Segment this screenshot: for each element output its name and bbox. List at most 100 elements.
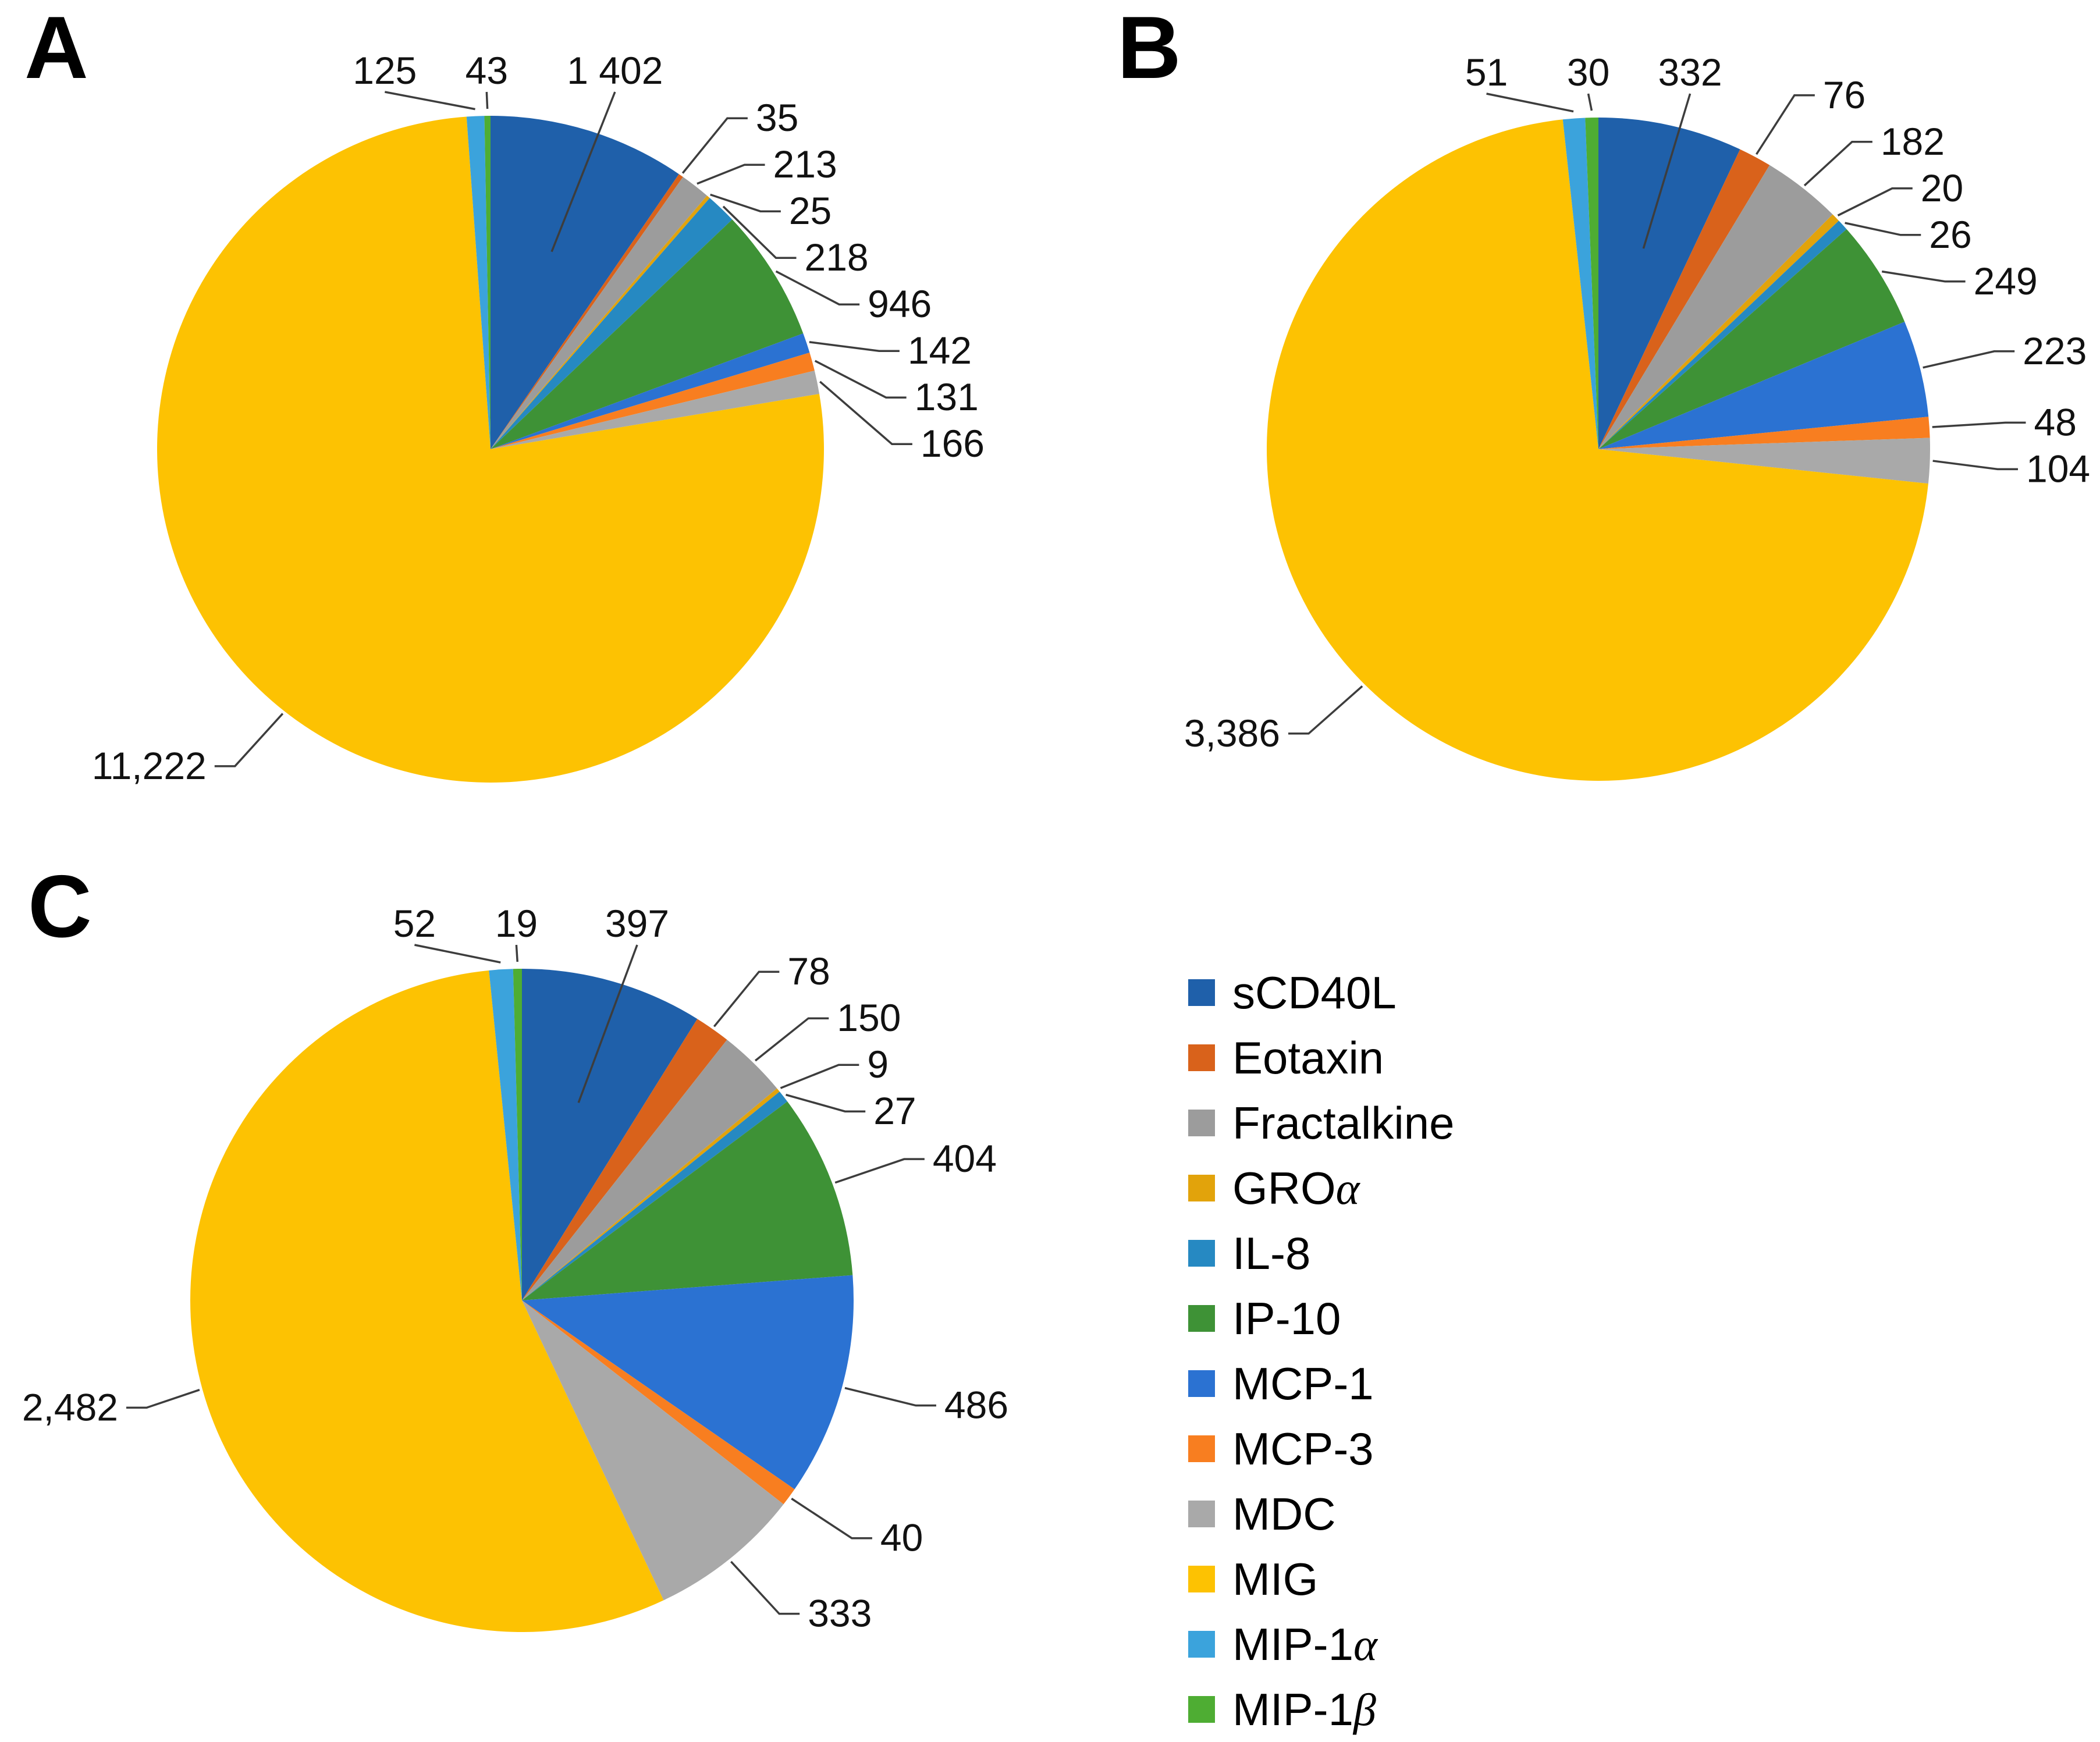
leader-line	[1756, 94, 1815, 155]
pie-c-slice-MIP-1β	[513, 969, 522, 1300]
pie-a-label-Fractalkine: 213	[773, 143, 837, 186]
pie-b-label-IP-10: 249	[1974, 259, 2038, 303]
pie-a-slice-MIG	[157, 116, 825, 783]
panel-label-b: B	[1117, 0, 1181, 97]
legend-swatch-icon	[1188, 1240, 1215, 1267]
legend-item-mcp-3: MCP-3	[1188, 1416, 1454, 1481]
legend-label: MCP-1	[1232, 1358, 1374, 1409]
legend-label: MDC	[1232, 1488, 1336, 1540]
pie-c-slice-sCD40L	[522, 969, 698, 1300]
legend-label: MCP-3	[1232, 1423, 1374, 1474]
leader-line	[697, 163, 765, 185]
panel-label-a: A	[24, 0, 88, 97]
pie-a-slice-Fractalkine	[491, 177, 708, 449]
legend: sCD40L Eotaxin Fractalkine GROα IL-8 IP-10 MCP…	[1188, 960, 1454, 1742]
pie-c-label-MCP-1: 486	[944, 1384, 1008, 1427]
pie-c-label-Eotaxin: 78	[787, 950, 830, 993]
legend-swatch-icon	[1188, 1435, 1215, 1462]
legend-swatch-icon	[1188, 1175, 1215, 1201]
pie-c-slice-MCP-3	[522, 1300, 795, 1505]
pie-b-label-MIG: 3,386	[1184, 712, 1280, 755]
pie-c-label-sCD40L: 397	[605, 902, 669, 945]
pie-c-label-Fractalkine: 150	[837, 996, 901, 1039]
pie-a-slice-IL-8	[491, 198, 733, 449]
legend-item-eotaxin: Eotaxin	[1188, 1025, 1454, 1090]
leader-line	[1845, 222, 1921, 236]
leader-line	[791, 1498, 872, 1540]
pie-b-slice-Eotaxin	[1598, 149, 1770, 450]
pie-a-label-MDC: 166	[921, 422, 985, 465]
pie-b-label-Eotaxin: 76	[1823, 73, 1866, 116]
pie-c-label-IP-10: 404	[933, 1137, 997, 1180]
legend-item-il-8: IL-8	[1188, 1221, 1454, 1286]
pie-a-slice-MIP-1β	[484, 116, 491, 449]
pie-c-slice-MIG	[190, 970, 664, 1632]
pie-c-label-MIP-1α: 52	[393, 902, 436, 945]
pie-c-slice-IL-8	[522, 1092, 788, 1300]
pie-b-slice-MCP-3	[1598, 417, 1930, 449]
leader-line	[834, 1158, 925, 1184]
pie-c-slice-MCP-1	[522, 1275, 854, 1489]
leader-line	[414, 944, 501, 964]
pie-b-label-IL-8: 26	[1929, 213, 1971, 256]
pie-c-slice-Eotaxin	[522, 1019, 727, 1300]
pie-b-label-sCD40L: 332	[1658, 51, 1722, 94]
legend-item-mig: MIG	[1188, 1547, 1454, 1612]
legend-swatch-icon	[1188, 1044, 1215, 1071]
legend-label-greek: α	[1335, 1162, 1360, 1214]
leader-line	[214, 713, 284, 767]
pie-a-label-IP-10: 946	[868, 282, 932, 325]
legend-label: MIP-1β	[1232, 1683, 1376, 1735]
leader-line	[844, 1387, 936, 1407]
leader-line	[1803, 141, 1872, 187]
leader-line	[485, 91, 489, 109]
pie-a-label-MIG: 11,222	[92, 744, 207, 787]
pie-a-slice-MIP-1α	[466, 116, 491, 450]
leader-line	[809, 341, 900, 352]
pie-a-slice-MCP-3	[491, 353, 815, 449]
leader-line	[1587, 93, 1593, 111]
leader-line	[577, 944, 638, 1103]
pie-a-slice-MCP-1	[491, 333, 810, 449]
leader-line	[775, 270, 860, 305]
legend-item-fractalkine: Fractalkine	[1188, 1090, 1454, 1156]
leader-line	[754, 1017, 829, 1062]
pie-b-slice-IL-8	[1598, 221, 1847, 449]
pie-b-slice-GROα	[1598, 214, 1839, 449]
pie-b-slice-MIP-1α	[1562, 118, 1598, 449]
leader-line	[1932, 421, 2026, 428]
legend-label: GROα	[1232, 1162, 1360, 1214]
pie-b-label-Fractalkine: 182	[1881, 120, 1945, 163]
legend-item-mdc: MDC	[1188, 1481, 1454, 1547]
pie-a-label-MIP-1α: 125	[353, 49, 417, 92]
pie-c-slice-GROα	[522, 1088, 780, 1300]
pie-a-label-Eotaxin: 35	[756, 96, 798, 139]
legend-label: IL-8	[1232, 1228, 1311, 1279]
legend-label: MIP-1α	[1232, 1618, 1377, 1670]
pie-a-label-MCP-3: 131	[915, 375, 979, 418]
pie-b-slice-MDC	[1598, 438, 1931, 484]
leader-line	[819, 381, 912, 445]
pie-c-slice-MIP-1α	[489, 969, 522, 1300]
pie-b-slice-MCP-1	[1598, 321, 1929, 449]
pie-a-label-sCD40L: 1 402	[567, 49, 663, 92]
panel-label-c: C	[28, 857, 92, 956]
leader-line	[780, 1064, 859, 1089]
leader-line	[515, 944, 518, 962]
leader-line	[681, 117, 748, 174]
pie-a-slice-MDC	[491, 371, 820, 449]
legend-label: Eotaxin	[1232, 1032, 1384, 1083]
pie-a-label-MIP-1β: 43	[466, 49, 508, 92]
pie-b-label-MIP-1α: 51	[1465, 51, 1508, 94]
pie-a-label-IL-8: 218	[805, 236, 869, 279]
legend-item-scd40l: sCD40L	[1188, 960, 1454, 1025]
pie-b-label-MDC: 104	[2026, 447, 2090, 490]
legend-item-ip-10: IP-10	[1188, 1286, 1454, 1351]
leader-line	[1932, 460, 2018, 471]
pie-b-slice-Fractalkine	[1598, 165, 1833, 449]
